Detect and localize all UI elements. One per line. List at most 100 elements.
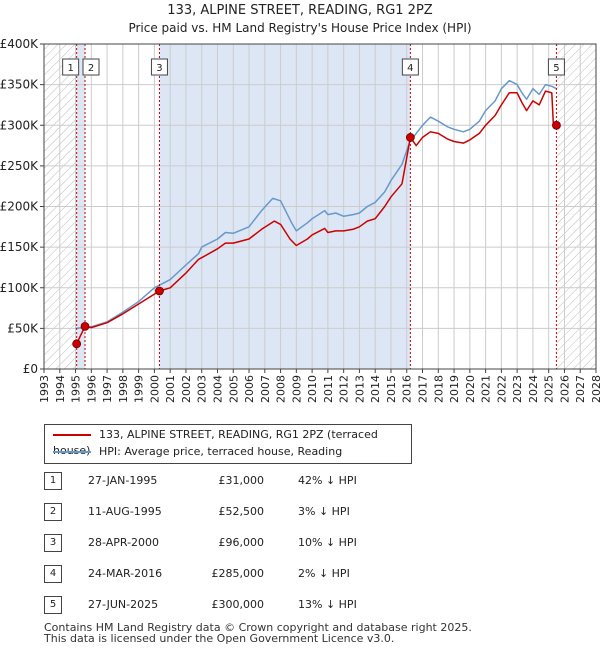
legend-item-hpi: HPI: Average price, terraced house, Read…: [53, 444, 342, 460]
sale-row-3: 3 28-APR-2000 £96,000 10% ↓ HPI: [44, 532, 444, 554]
legend-item-property: 133, ALPINE STREET, READING, RG1 2PZ (te…: [53, 427, 411, 457]
legend-swatch-property: [53, 434, 91, 436]
sale-row-price: £300,000: [211, 598, 265, 611]
sale-row-number: 2: [44, 503, 62, 521]
sale-badge-3: [150, 58, 168, 76]
sale-badge-4: [401, 58, 419, 76]
sale-row-date: 27-JAN-1995: [88, 474, 158, 487]
sale-row-5: 5 27-JUN-2025 £300,000 13% ↓ HPI: [44, 594, 444, 616]
y-tick-label-0: £0: [23, 362, 38, 376]
x-tick-label-2017: 2017: [417, 375, 430, 403]
sale-badge-label-1: 1: [67, 63, 73, 74]
x-tick-label-2016: 2016: [401, 375, 414, 403]
x-tick-label-1997: 1997: [101, 375, 114, 403]
sale-row-number: 3: [44, 534, 62, 552]
sale-row-price: £52,500: [218, 505, 265, 518]
sale-point-2: [80, 321, 90, 331]
x-tick-label-2006: 2006: [243, 375, 256, 403]
x-tick-label-2022: 2022: [495, 375, 508, 403]
sale-row-date: 28-APR-2000: [88, 536, 160, 549]
x-tick-label-1998: 1998: [117, 375, 130, 403]
x-tick-label-2019: 2019: [448, 375, 461, 403]
legend-swatch-hpi: [53, 451, 91, 453]
sale-point-4: [405, 133, 415, 142]
sale-row-price: £31,000: [218, 474, 265, 487]
y-tick-label-150000: £150K: [0, 240, 39, 254]
plot-frame: [43, 43, 597, 370]
y-tick-label-400000: £400K: [0, 37, 39, 51]
x-tick-label-1993: 1993: [38, 375, 51, 403]
x-tick-label-1996: 1996: [85, 375, 98, 403]
x-tick-label-2004: 2004: [211, 375, 224, 403]
x-tick-label-2002: 2002: [180, 375, 193, 403]
sale-row-2: 2 11-AUG-1995 £52,500 3% ↓ HPI: [44, 501, 444, 523]
sale-row-hpi: 42% ↓ HPI: [298, 474, 357, 487]
x-tick-label-2026: 2026: [558, 375, 571, 403]
sale-row-hpi: 10% ↓ HPI: [298, 536, 357, 549]
footer-licence: This data is licensed under the Open Gov…: [44, 632, 395, 645]
sale-row-number: 5: [44, 596, 62, 614]
sale-row-number: 1: [44, 472, 62, 490]
y-tick-label-350000: £350K: [0, 78, 39, 92]
sale-badge-label-4: 4: [407, 63, 413, 74]
x-tick-label-2027: 2027: [574, 375, 587, 403]
sale-row-hpi: 2% ↓ HPI: [298, 567, 350, 580]
x-tick-label-2001: 2001: [164, 375, 177, 403]
sale-badge-label-3: 3: [156, 63, 162, 74]
sale-badge-1: [62, 58, 80, 76]
x-tick-label-2013: 2013: [353, 375, 366, 403]
series-line-property: [75, 90, 557, 345]
sale-row-4: 4 24-MAR-2016 £285,000 2% ↓ HPI: [44, 563, 444, 585]
sale-row-1: 1 27-JAN-1995 £31,000 42% ↓ HPI: [44, 470, 444, 492]
x-tick-label-2012: 2012: [338, 375, 351, 403]
x-tick-label-2007: 2007: [259, 375, 272, 403]
x-tick-label-2003: 2003: [196, 375, 209, 403]
sale-point-1: [72, 339, 82, 349]
x-tick-label-1994: 1994: [54, 375, 67, 403]
x-tick-label-2020: 2020: [464, 375, 477, 403]
x-tick-label-2023: 2023: [511, 375, 524, 403]
y-tick-label-50000: £50K: [7, 321, 39, 335]
x-tick-label-2010: 2010: [306, 375, 319, 403]
sale-badge-label-2: 2: [88, 63, 94, 74]
sale-badge-2: [82, 58, 100, 76]
y-tick-label-300000: £300K: [0, 118, 39, 132]
sale-row-hpi: 3% ↓ HPI: [298, 505, 350, 518]
x-tick-label-2000: 2000: [148, 375, 161, 403]
x-tick-label-2018: 2018: [432, 375, 445, 403]
y-tick-label-200000: £200K: [0, 200, 39, 214]
x-tick-label-1995: 1995: [70, 375, 83, 403]
legend: 133, ALPINE STREET, READING, RG1 2PZ (te…: [44, 424, 412, 464]
legend-label-hpi: HPI: Average price, terraced house, Read…: [99, 445, 343, 458]
sale-point-3: [155, 286, 164, 296]
series-line-hpi: [75, 79, 557, 330]
x-tick-label-2011: 2011: [322, 375, 335, 403]
sale-row-date: 24-MAR-2016: [88, 567, 163, 580]
price-chart: 133, ALPINE STREET, READING, RG1 2PZ Pri…: [0, 3, 600, 403]
sale-row-date: 11-AUG-1995: [88, 505, 162, 518]
sale-row-price: £285,000: [211, 567, 265, 580]
chart-subtitle: Price paid vs. HM Land Registry's House …: [128, 21, 471, 35]
sale-row-hpi: 13% ↓ HPI: [298, 598, 357, 611]
x-tick-label-2025: 2025: [543, 375, 556, 403]
x-tick-label-2014: 2014: [369, 375, 382, 403]
x-tick-label-2024: 2024: [527, 375, 540, 403]
sale-point-5: [552, 120, 561, 130]
x-tick-label-2015: 2015: [385, 375, 398, 403]
x-tick-label-2028: 2028: [590, 375, 600, 403]
chart-title: 133, ALPINE STREET, READING, RG1 2PZ: [167, 3, 432, 18]
sale-badge-label-5: 5: [553, 63, 559, 74]
x-tick-label-1999: 1999: [133, 375, 146, 403]
sale-row-number: 4: [44, 565, 62, 583]
x-tick-label-2009: 2009: [290, 375, 303, 403]
footer-copyright: Contains HM Land Registry data © Crown c…: [44, 621, 472, 634]
x-tick-label-2008: 2008: [275, 375, 288, 403]
sale-row-date: 27-JUN-2025: [88, 598, 159, 611]
y-tick-label-250000: £250K: [0, 159, 39, 173]
x-tick-label-2005: 2005: [227, 375, 240, 403]
sale-badge-5: [547, 58, 565, 76]
y-tick-label-100000: £100K: [0, 281, 39, 295]
sale-row-price: £96,000: [218, 536, 265, 549]
footer: Contains HM Land Registry data © Crown c…: [44, 622, 472, 644]
legend-label-property: 133, ALPINE STREET, READING, RG1 2PZ (te…: [53, 428, 378, 457]
